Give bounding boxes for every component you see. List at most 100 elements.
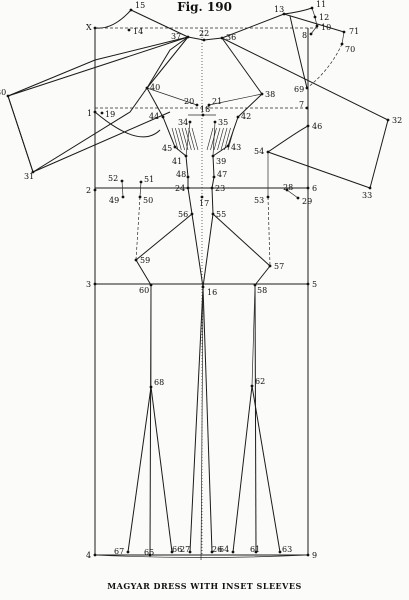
point-label-15: 15: [135, 1, 145, 10]
point-marker-51: [139, 180, 143, 184]
point-marker-53: [266, 195, 270, 199]
point-marker-15: [129, 8, 133, 12]
point-marker-8: [309, 32, 313, 36]
point-label-48: 48: [176, 170, 186, 179]
line-45-41: [174, 146, 187, 157]
line-34-41: [185, 121, 191, 157]
point-marker-49: [121, 195, 125, 199]
point-label-58: 58: [257, 286, 267, 295]
point-marker-13: [282, 12, 286, 16]
line-40-20: [146, 87, 198, 106]
point-marker-56: [190, 212, 194, 216]
point-marker-59: [134, 258, 138, 262]
point-label-46: 46: [312, 122, 322, 131]
point-label-61: 61: [250, 545, 260, 554]
point-label-40: 40: [150, 83, 160, 92]
point-marker-19: [100, 111, 104, 115]
point-marker-54: [266, 150, 270, 154]
point-label-32: 32: [392, 116, 402, 125]
front-neck-curve: [94, 9, 132, 29]
back-dart-right: [251, 385, 281, 553]
point-marker-62: [250, 384, 254, 388]
line-36-38: [221, 37, 263, 95]
front-sleeve-hem: [7, 95, 34, 173]
point-label-56: 56: [178, 210, 188, 219]
point-marker-46: [306, 124, 310, 128]
point-marker-70: [340, 42, 344, 46]
point-label-23: 23: [215, 184, 225, 193]
line-37-40: [146, 36, 189, 89]
line-35-39: [212, 121, 216, 157]
point-label-10: 10: [321, 23, 331, 32]
point-marker-57: [268, 264, 272, 268]
back-armhole-lower: [267, 125, 309, 153]
point-marker-4: [93, 553, 97, 557]
point-label-4: 4: [86, 551, 91, 560]
point-marker-40: [145, 86, 149, 90]
point-marker-58: [253, 283, 257, 287]
back-sleeve-hem: [369, 119, 389, 189]
point-label-12: 12: [319, 13, 329, 22]
point-label-3: 3: [86, 280, 91, 289]
point-label-8: 8: [302, 31, 307, 40]
line-11-12: [311, 7, 316, 18]
point-marker-33: [368, 186, 372, 190]
line-12-10: [314, 16, 318, 27]
line-56-16: [191, 213, 204, 288]
line-52-49: [121, 180, 124, 198]
point-label-X: X: [86, 23, 92, 32]
line-40-44: [146, 87, 164, 118]
front-gusset-hatch: [171, 127, 199, 151]
point-label-54: 54: [254, 147, 264, 156]
point-marker-44: [161, 115, 165, 119]
line-59-56: [135, 213, 193, 261]
point-marker-32: [386, 118, 390, 122]
point-label-27: 27: [180, 545, 190, 554]
point-marker-63: [278, 550, 282, 554]
point-marker-37: [186, 35, 190, 39]
line-43-39: [212, 145, 229, 157]
point-label-39: 39: [216, 157, 226, 166]
pattern-diagram: X141537223613111210871706974632303111940…: [0, 0, 402, 560]
point-marker-69: [305, 86, 309, 90]
point-label-1: 1: [87, 109, 92, 118]
point-label-7: 7: [299, 100, 304, 109]
point-label-13: 13: [274, 5, 284, 14]
line-59-60: [135, 259, 152, 286]
point-marker-24: [186, 186, 190, 190]
line-47-23: [211, 176, 215, 189]
line-57-55: [212, 213, 271, 267]
point-label-9: 9: [312, 551, 317, 560]
point-label-50: 50: [143, 196, 153, 205]
point-marker-71: [342, 30, 346, 34]
line-16-25: [200, 286, 204, 560]
point-label-35: 35: [218, 118, 228, 127]
back-shoulder-extension: [283, 13, 345, 33]
point-label-17: 17: [199, 199, 209, 208]
point-marker-38: [260, 92, 264, 96]
point-marker-27: [188, 550, 192, 554]
point-marker-52: [120, 179, 124, 183]
point-label-47: 47: [217, 170, 227, 179]
point-marker-42: [236, 115, 240, 119]
line-37-22: [187, 36, 205, 41]
point-label-62: 62: [255, 377, 265, 386]
front-dart-right: [150, 386, 173, 553]
back-sleeve-top: [221, 37, 389, 121]
point-marker-21: [207, 103, 211, 107]
point-marker-10: [315, 24, 319, 28]
point-marker-17: [200, 195, 204, 199]
front-armhole-lower: [94, 111, 161, 138]
point-label-28: 28: [283, 183, 293, 192]
point-label-64: 64: [219, 545, 229, 554]
point-labels: X141537223613111210871706974632303111940…: [0, 0, 402, 560]
point-marker-18: [201, 113, 205, 117]
line-39-47: [212, 155, 215, 178]
point-label-34: 34: [178, 118, 188, 127]
point-marker-64: [231, 550, 235, 554]
back-sleeve-underarm: [267, 151, 371, 189]
point-marker-14: [127, 28, 131, 32]
point-label-60: 60: [139, 286, 149, 295]
point-marker-30: [6, 94, 10, 98]
